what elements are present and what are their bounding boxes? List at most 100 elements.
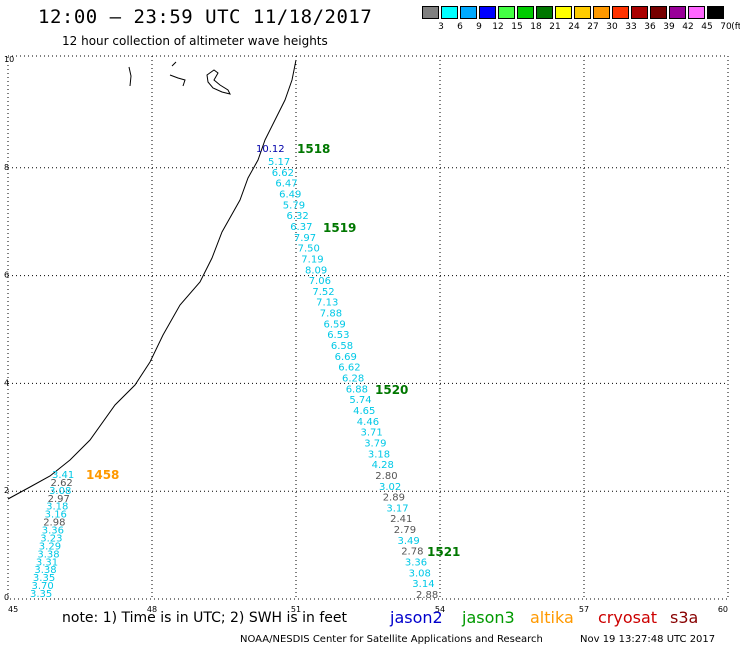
swh-value: 3.31 [36,557,58,568]
swh-value: 3.41 [52,470,74,481]
swh-value: 2.79 [394,525,416,536]
scale-label: 15 [511,22,523,32]
scale-label: 45 [701,22,713,32]
scale-swatch [517,6,534,19]
swh-value: 3.35 [30,589,52,600]
swh-value: 6.62 [338,363,360,374]
y-tick-label: 10 [4,55,14,64]
altimeter-tracks: 10.125.176.626.476.495.796.326.377.977.5… [30,142,460,601]
scale-label: 18 [530,22,542,32]
swh-value: 4.65 [353,406,375,417]
swh-value: 3.02 [379,482,401,493]
swh-value: 5.79 [283,200,305,211]
island-1 [128,66,132,87]
scale-label: 24 [568,22,580,32]
swh-value: 6.49 [279,189,301,200]
swh-value: 3.23 [40,533,62,544]
scale-swatch [479,6,496,19]
swh-value: 2.41 [390,514,412,525]
coastline [7,59,297,500]
swh-value: 6.37 [290,222,312,233]
swh-value: 7.50 [298,244,320,255]
swh-value: 3.16 [45,510,67,521]
swh-value: 6.58 [331,341,353,352]
scale-swatch [612,6,629,19]
swh-value: 8.09 [305,265,327,276]
x-tick-label: 48 [147,605,157,614]
swh-value: 6.59 [324,319,346,330]
swh-value: 3.38 [34,565,56,576]
map-title: 12:00 – 23:59 UTC 11/18/2017 [38,6,373,28]
swh-value: 3.18 [368,449,390,460]
x-tick-label: 54 [435,605,445,614]
map-frame [7,55,729,600]
y-tick-label: 8 [4,163,9,172]
swh-value: 7.06 [309,276,331,287]
map-grid [7,55,729,600]
swh-value: 7.19 [301,254,323,265]
swh-value: 7.97 [294,233,316,244]
swh-value: 6.47 [275,179,297,190]
mission-jason2: jason2 [390,608,443,627]
swh-value: 3.29 [39,541,61,552]
x-tick-label: 45 [8,605,18,614]
swh-value: 6.32 [287,211,309,222]
x-tick-label: 60 [718,605,728,614]
swh-value: 2.88 [416,590,438,601]
scale-swatch [688,6,705,19]
y-tick-label: 2 [4,486,9,495]
scale-label: 70 [720,22,732,32]
swh-value: 2.98 [43,518,65,529]
scale-label: 12 [492,22,504,32]
scale-label: 30 [606,22,618,32]
y-tick-label: 6 [4,271,9,280]
scale-label: 6 [457,22,463,32]
mission-s3a: s3a [670,608,699,627]
scale-label: 9 [476,22,482,32]
scale-swatch [707,6,724,19]
scale-label: 3 [438,22,444,32]
island-3 [206,69,231,95]
map-subtitle: 12 hour collection of altimeter wave hei… [62,34,328,48]
mission-altika: altika [530,608,574,627]
scale-swatch [460,6,477,19]
swh-value: 6.88 [346,384,368,395]
swh-value: 10.12 [256,144,285,155]
swh-value: 6.62 [272,168,294,179]
swh-value: 4.28 [372,460,394,471]
scale-swatch [536,6,553,19]
mission-jason3: jason3 [462,608,515,627]
swh-value: 5.74 [349,395,371,406]
island-2 [169,61,186,87]
pass-time-label: 1518 [297,142,330,156]
swh-value: 2.89 [383,493,405,504]
swh-value: 3.36 [405,558,427,569]
scale-swatch [555,6,572,19]
scale-swatch [441,6,458,19]
swh-value: 7.13 [316,298,338,309]
pass-time-label: 1520 [375,383,408,397]
swh-value: 3.79 [364,438,386,449]
credit-text: NOAA/NESDIS Center for Satellite Applica… [240,634,543,645]
swh-value: 3.08 [409,568,431,579]
swh-value: 3.08 [49,486,71,497]
scale-swatch [669,6,686,19]
scale-label: 42 [682,22,694,32]
swh-value: 6.53 [327,330,349,341]
swh-value: 6.69 [335,352,357,363]
pass-time-label: 1519 [323,221,356,235]
swh-value: 7.88 [320,309,342,320]
swh-value: 3.38 [37,549,59,560]
scale-unit: (ft) [731,22,740,32]
scale-swatch [498,6,515,19]
y-tick-label: 4 [4,378,9,387]
swh-value: 2.97 [48,494,70,505]
swh-value: 3.71 [361,428,383,439]
pass-time-label: 1458 [86,468,119,482]
pass-time-label: 1521 [427,545,460,559]
swh-value: 2.80 [375,471,397,482]
scale-label: 21 [549,22,561,32]
scale-swatch [631,6,648,19]
scale-label: 36 [644,22,656,32]
